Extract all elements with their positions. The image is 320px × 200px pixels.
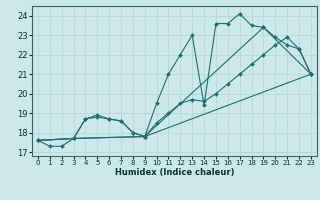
X-axis label: Humidex (Indice chaleur): Humidex (Indice chaleur)	[115, 168, 234, 177]
